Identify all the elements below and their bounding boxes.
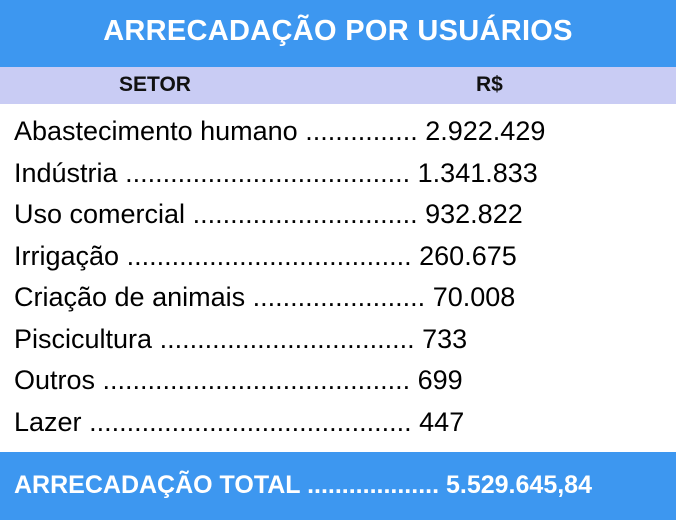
row-setor: Uso comercial: [14, 199, 186, 229]
table-row: Outros .................................…: [14, 360, 664, 402]
row-valor: 733: [422, 323, 468, 354]
table-row: Lazer ..................................…: [14, 402, 664, 444]
column-header-setor: SETOR: [119, 73, 191, 96]
row-dots: ......................................: [126, 240, 412, 271]
row-dots: ........................................…: [89, 406, 412, 437]
table-row: Abastecimento humano ............... 2.9…: [14, 111, 664, 153]
row-setor: Indústria: [14, 157, 118, 188]
table-body: Abastecimento humano ............... 2.9…: [14, 111, 664, 443]
row-valor: 260.675: [419, 240, 517, 271]
table-row: Piscicultura ...........................…: [14, 319, 664, 361]
table-row: Criação de animais .....................…: [14, 277, 664, 319]
row-valor: 2.922.429: [425, 116, 546, 146]
table-row: Indústria ..............................…: [14, 153, 664, 195]
title-bar: ARRECADAÇÃO POR USUÁRIOS: [0, 0, 676, 67]
total-bar: ARRECADAÇÃO TOTAL ................... 5.…: [0, 452, 676, 520]
row-setor: Abastecimento humano: [14, 116, 298, 146]
row-setor: Irrigação: [14, 240, 120, 271]
total-valor: 5.529.645,84: [446, 471, 592, 499]
table-header: SETOR R$: [0, 67, 676, 104]
row-dots: ......................................: [125, 157, 411, 188]
row-valor: 699: [417, 365, 463, 395]
row-dots: ..............................: [192, 199, 418, 229]
row-setor: Piscicultura: [14, 323, 153, 354]
row-dots: .......................: [252, 282, 426, 312]
row-dots: ..................................: [159, 323, 415, 354]
row-setor: Criação de animais: [14, 282, 246, 312]
row-valor: 932.822: [425, 199, 523, 229]
total-row: ARRECADAÇÃO TOTAL ................... 5.…: [14, 471, 592, 500]
total-dots: ...................: [307, 471, 440, 499]
row-dots: ........................................…: [102, 365, 411, 395]
page-title: ARRECADAÇÃO POR USUÁRIOS: [103, 15, 573, 47]
row-valor: 447: [419, 406, 465, 437]
total-label: ARRECADAÇÃO TOTAL: [14, 471, 301, 499]
row-setor: Outros: [14, 365, 96, 395]
column-header-valor: R$: [476, 73, 503, 96]
table-row: Irrigação ..............................…: [14, 236, 664, 278]
row-valor: 70.008: [432, 282, 516, 312]
table-row: Uso comercial ..........................…: [14, 194, 664, 236]
row-dots: ...............: [305, 116, 418, 146]
row-setor: Lazer: [14, 406, 82, 437]
row-valor: 1.341.833: [417, 157, 538, 188]
